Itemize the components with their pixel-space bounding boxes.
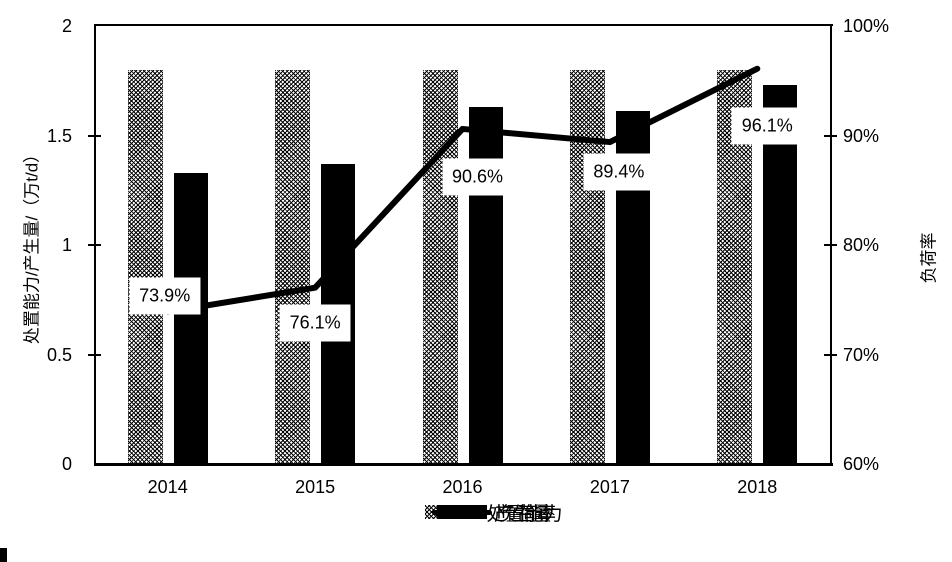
left-axis-tick xyxy=(88,134,101,137)
right-axis-tick-label: 80% xyxy=(843,235,880,255)
right-axis-tick-label: 70% xyxy=(843,344,880,365)
left-axis-tick xyxy=(88,353,101,356)
load-rate-data-label: 96.1% xyxy=(731,107,803,145)
legend-label: 产生量 xyxy=(493,503,551,525)
line-swatch-icon xyxy=(431,509,492,515)
x-axis-line xyxy=(94,463,833,466)
capacity-bar xyxy=(569,69,605,463)
right-axis-tick xyxy=(824,244,837,246)
x-axis-tick-label: 2014 xyxy=(147,477,188,497)
load-rate-data-label: 90.6% xyxy=(441,158,514,196)
right-axis-tick-label: 60% xyxy=(843,454,880,474)
production-bar xyxy=(763,85,798,463)
load-rate-data-label: 76.1% xyxy=(279,304,351,342)
left-axis-tick-label: 0 xyxy=(61,454,72,474)
x-axis-tick-label: 2015 xyxy=(295,477,336,497)
load-rate-data-label: 73.9% xyxy=(129,277,201,315)
production-bar xyxy=(173,172,208,463)
capacity-bar xyxy=(275,69,311,463)
legend-label: 负荷率 xyxy=(498,503,556,525)
left-axis-tick-label: 1 xyxy=(61,235,72,255)
load-rate-data-label: 89.4% xyxy=(583,153,655,191)
right-axis-tick-label: 90% xyxy=(843,125,880,146)
legend-item-load-rate: 负荷率 xyxy=(431,499,556,526)
artifact-mark xyxy=(0,548,7,562)
capacity-bar xyxy=(127,69,163,463)
right-axis-tick-label: 100% xyxy=(843,16,890,36)
left-axis-tick-label: 0.5 xyxy=(46,344,72,365)
right-axis-tick xyxy=(824,134,837,137)
plot-frame-top xyxy=(94,24,833,26)
legend-label: 处置能力 xyxy=(486,503,563,525)
x-axis-tick-label: 2017 xyxy=(589,477,630,497)
capacity-bar xyxy=(422,69,458,463)
x-axis-tick-label: 2018 xyxy=(737,477,778,497)
left-axis-tick-label: 1.5 xyxy=(46,125,72,146)
x-axis-tick-label: 2016 xyxy=(442,477,483,497)
left-axis-tick-label: 2 xyxy=(61,16,72,36)
left-axis-tick xyxy=(88,244,101,246)
right-axis-tick xyxy=(824,353,837,356)
